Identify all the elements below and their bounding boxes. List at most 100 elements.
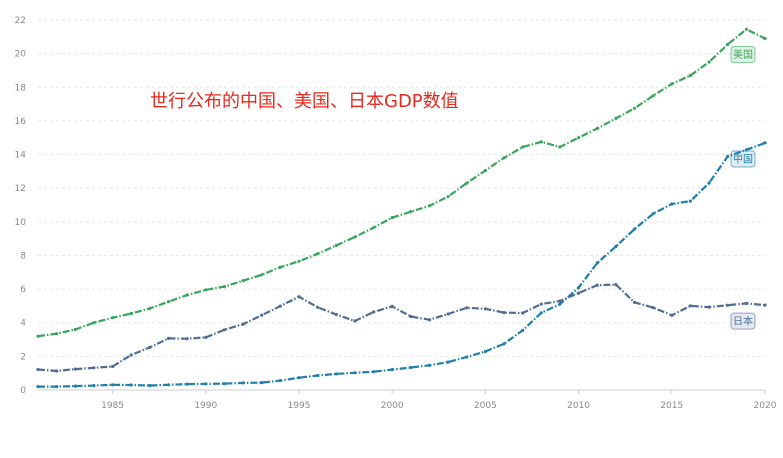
data-point [688, 73, 693, 78]
end-label-box [730, 46, 756, 63]
data-point [427, 318, 432, 322]
series-end-label: 中国 [730, 150, 756, 168]
y-tick-label: 14 [15, 151, 27, 161]
series-line-1 [38, 141, 766, 388]
data-point [55, 385, 59, 389]
data-point [595, 126, 599, 131]
data-point [241, 322, 245, 326]
data-point [36, 367, 40, 372]
y-tick-label: 16 [15, 117, 27, 127]
data-point [185, 382, 189, 386]
data-point [166, 336, 171, 340]
series-line-2 [37, 283, 766, 373]
data-point [129, 353, 133, 357]
data-point [651, 212, 655, 216]
series-lines [36, 27, 767, 389]
data-point [763, 303, 767, 307]
data-point [334, 312, 338, 317]
data-point [502, 342, 506, 346]
data-point [353, 371, 357, 375]
data-point [316, 373, 320, 378]
data-point [446, 312, 450, 316]
data-point [222, 328, 226, 332]
y-tick-label: 22 [15, 16, 26, 26]
data-point [483, 307, 487, 311]
data-point [632, 106, 637, 110]
data-point [595, 283, 599, 287]
data-point [129, 311, 133, 316]
y-tick-label: 12 [15, 184, 26, 194]
end-label-box [730, 150, 756, 168]
x-tick-label: 1985 [101, 401, 124, 411]
data-point [744, 27, 749, 31]
data-point [260, 313, 264, 317]
data-point [763, 141, 767, 145]
data-point [688, 304, 693, 308]
overlay-caption: 世行公布的中国、美国、日本GDP数值 [150, 91, 459, 112]
x-tick-label: 2010 [567, 401, 590, 411]
data-point [204, 335, 208, 339]
grid-lines [38, 19, 765, 391]
y-tick-label: 0 [20, 386, 26, 396]
x-tick-label: 2015 [660, 401, 683, 411]
series-line-0 [37, 28, 766, 338]
data-point [73, 384, 77, 388]
y-axis-ticks: 0 2 4 6 8 10 12 14 16 18 20 22 [15, 16, 27, 396]
data-point [36, 334, 40, 338]
end-label-text: 美国 [733, 48, 753, 61]
data-point [166, 300, 171, 304]
data-point [278, 265, 282, 269]
data-point [632, 227, 637, 231]
data-point [241, 381, 245, 385]
data-point [222, 382, 226, 386]
data-point [670, 82, 674, 86]
data-point [614, 244, 618, 249]
data-point [148, 383, 152, 388]
end-label-text: 日本 [733, 315, 753, 328]
data-point [371, 226, 376, 230]
data-point [744, 301, 749, 305]
data-point [371, 370, 376, 374]
data-point [651, 94, 655, 98]
data-point [465, 306, 469, 310]
x-tick-label: 2020 [754, 401, 777, 411]
data-point [558, 145, 562, 149]
data-point [334, 243, 338, 247]
data-point [539, 311, 543, 315]
y-tick-label: 18 [15, 83, 27, 93]
data-point [260, 273, 264, 277]
data-point [129, 383, 133, 387]
data-point [726, 303, 730, 307]
data-point [707, 181, 711, 185]
data-point [502, 311, 506, 315]
data-point [148, 306, 152, 310]
data-point [427, 363, 432, 367]
data-point [353, 319, 357, 323]
data-point [670, 313, 674, 317]
x-tick-label: 2000 [381, 401, 404, 411]
data-point [483, 168, 487, 173]
data-point [427, 204, 432, 208]
data-point [390, 368, 394, 372]
data-point [502, 156, 506, 160]
x-tick-label: 1995 [288, 401, 311, 411]
data-point [558, 299, 562, 303]
data-point [577, 286, 581, 290]
y-tick-label: 2 [20, 352, 26, 362]
data-point [148, 345, 152, 349]
data-point [73, 327, 77, 332]
series-end-label: 美国 [730, 46, 756, 63]
data-point [297, 376, 301, 380]
data-point [278, 304, 282, 308]
data-point [36, 385, 40, 389]
data-point [204, 382, 208, 386]
x-axis-ticks: 1985 1990 1995 2000 2005 2010 2015 2020 [101, 390, 777, 411]
data-point [614, 283, 618, 287]
data-point [334, 372, 338, 376]
x-tick-label: 1990 [194, 401, 217, 411]
data-point [632, 300, 637, 304]
data-point [595, 261, 599, 265]
data-point [73, 367, 77, 371]
data-point [521, 328, 525, 332]
